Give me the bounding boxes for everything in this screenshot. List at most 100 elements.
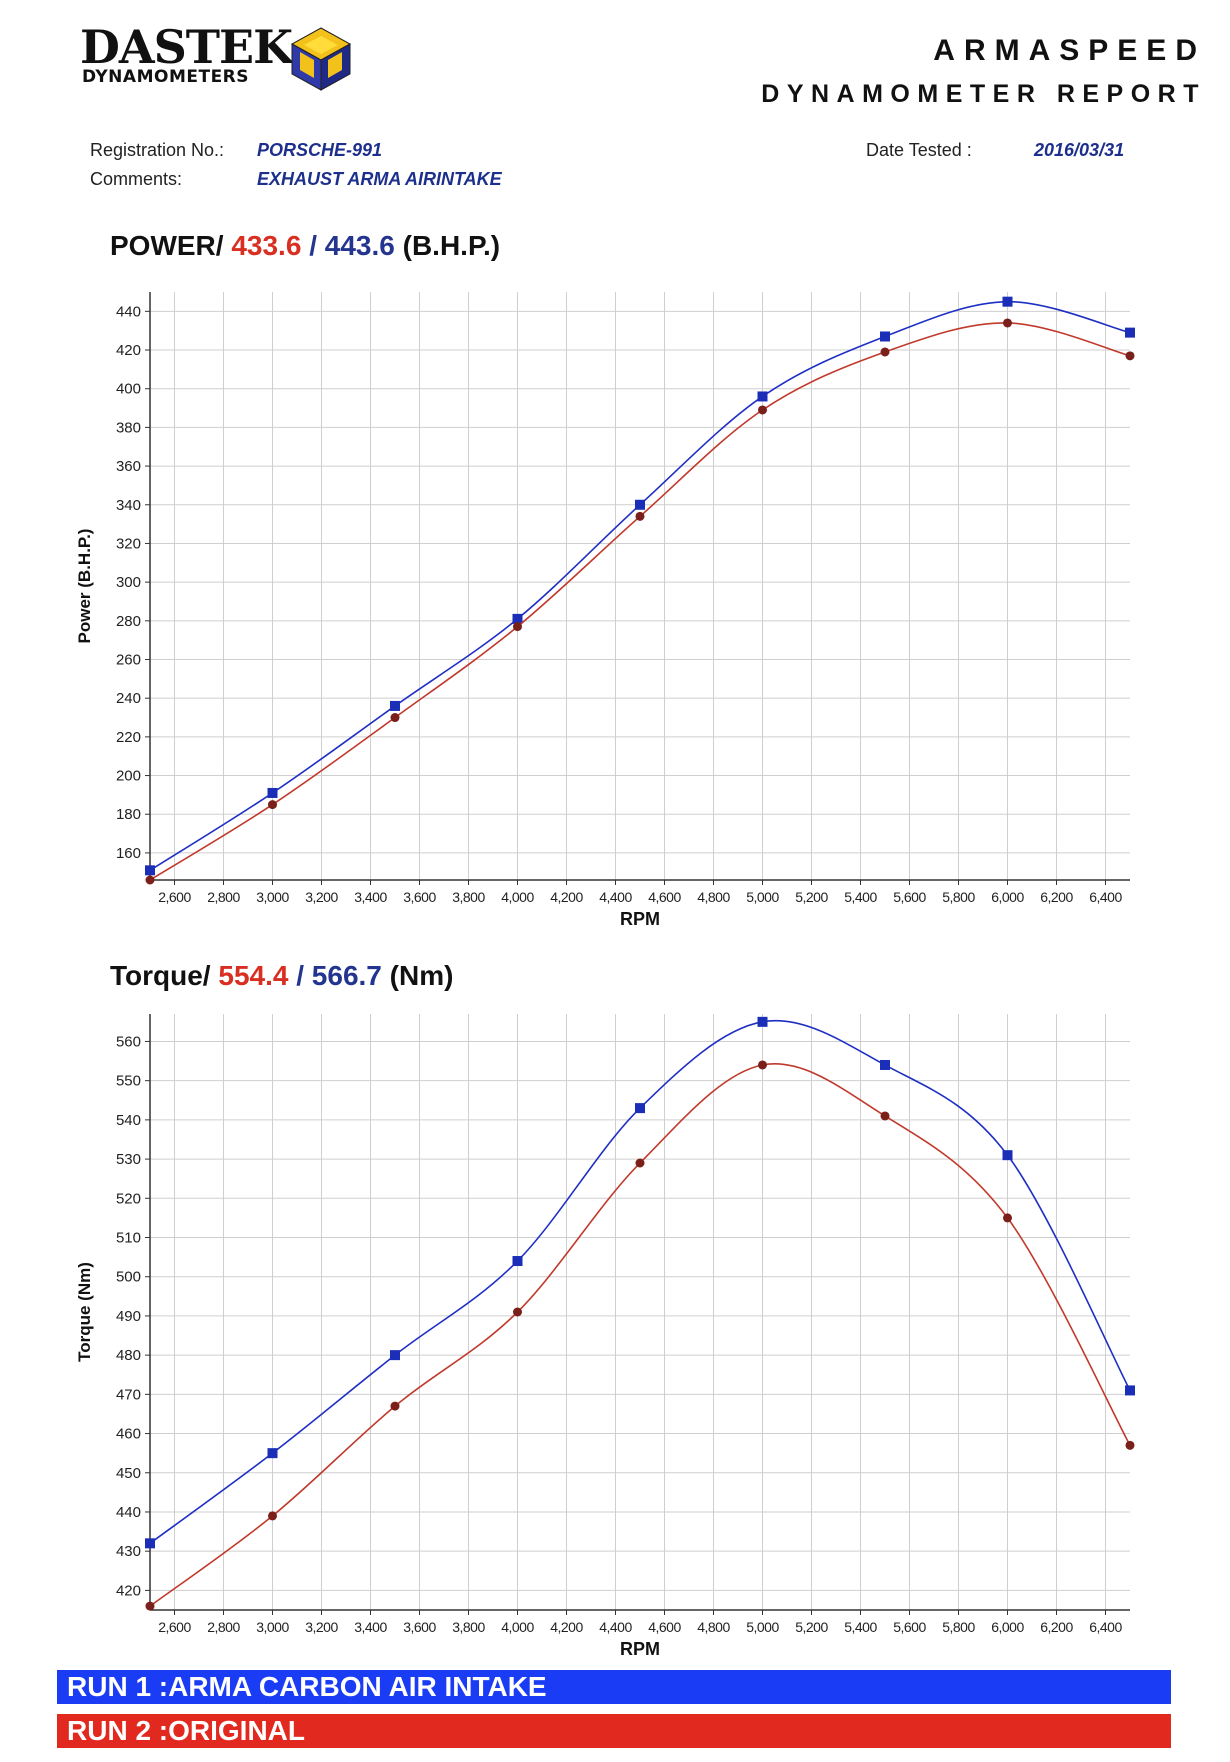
power-series-2-point (145, 875, 155, 885)
torque-series-1-point (635, 1103, 645, 1114)
power-y-tick-label: 400 (116, 381, 141, 398)
power-series-2-point (758, 405, 767, 415)
torque-x-tick-label: 5,400 (844, 1619, 877, 1635)
power-y-tick-label: 220 (116, 729, 141, 746)
torque-series-2-point (1003, 1213, 1012, 1223)
logo-wordmark: DASTEK (80, 20, 293, 74)
power-x-tick-label: 3,600 (403, 889, 436, 905)
power-series-2-point (1125, 351, 1135, 361)
date-tested-label: Date Tested : (866, 140, 972, 160)
power-y-axis-label: Power (B.H.P.) (75, 529, 94, 644)
torque-title-separator: / (288, 960, 312, 991)
torque-x-tick-label: 3,400 (354, 1619, 387, 1635)
power-x-tick-label: 3,200 (305, 889, 338, 905)
torque-series-2-point (390, 1401, 400, 1411)
power-y-tick-label: 280 (116, 613, 141, 630)
power-series-2-point (1003, 318, 1012, 328)
torque-y-tick-label: 520 (116, 1190, 141, 1207)
torque-x-tick-label: 4,600 (648, 1619, 681, 1635)
power-x-tick-label: 6,000 (991, 889, 1024, 905)
torque-series-2-point (268, 1511, 277, 1521)
torque-run1-peak: 566.7 (311, 960, 382, 991)
power-x-tick-label: 5,200 (795, 889, 828, 905)
power-series-2-point (635, 511, 645, 521)
torque-x-tick-label: 5,600 (893, 1619, 926, 1635)
torque-y-tick-label: 560 (116, 1033, 141, 1050)
power-y-tick-label: 200 (116, 768, 141, 785)
torque-x-tick-label: 2,800 (207, 1619, 240, 1635)
power-y-tick-label: 260 (116, 652, 141, 669)
power-series-2-point (880, 347, 890, 357)
power-title-separator: / (301, 230, 325, 261)
torque-y-tick-label: 450 (116, 1465, 141, 1482)
power-title-prefix: POWER/ (110, 230, 232, 261)
power-y-tick-label: 440 (116, 303, 141, 320)
torque-series-2-point (880, 1111, 890, 1121)
dastek-cube-icon (290, 27, 352, 91)
power-x-tick-label: 2,600 (158, 889, 191, 905)
torque-series-1-point (757, 1016, 768, 1027)
torque-x-axis-label: RPM (620, 1639, 660, 1659)
torque-x-tick-label: 6,000 (991, 1619, 1024, 1635)
dastek-logo: DASTEK DYNAMOMETERS (80, 22, 360, 100)
torque-series-1-point (267, 1448, 278, 1459)
power-x-tick-label: 3,000 (256, 889, 289, 905)
power-series-1-point (1125, 327, 1135, 338)
torque-x-tick-label: 4,000 (501, 1619, 534, 1635)
power-x-tick-label: 4,200 (550, 889, 583, 905)
date-tested-value: 2016/03/31 (1034, 140, 1125, 160)
power-series-1-point (1002, 296, 1013, 307)
torque-y-tick-label: 430 (116, 1543, 141, 1560)
torque-series-1-point (1125, 1385, 1135, 1396)
torque-x-tick-label: 6,200 (1040, 1619, 1073, 1635)
power-y-tick-label: 360 (116, 458, 141, 475)
torque-x-tick-label: 4,400 (599, 1619, 632, 1635)
torque-x-tick-label: 3,600 (403, 1619, 436, 1635)
torque-x-tick-label: 4,200 (550, 1619, 583, 1635)
torque-y-tick-label: 420 (116, 1582, 141, 1599)
power-x-tick-label: 4,400 (599, 889, 632, 905)
power-series-2-point (268, 800, 277, 810)
power-y-tick-label: 320 (116, 535, 141, 552)
power-x-tick-label: 2,800 (207, 889, 240, 905)
torque-x-tick-label: 5,200 (795, 1619, 828, 1635)
power-x-tick-label: 4,000 (501, 889, 534, 905)
power-x-tick-label: 5,000 (746, 889, 779, 905)
power-y-tick-label: 340 (116, 497, 141, 514)
logo-subtitle: DYNAMOMETERS (82, 67, 250, 87)
torque-series-1-point (512, 1256, 523, 1267)
power-x-tick-label: 5,600 (893, 889, 926, 905)
torque-x-tick-label: 5,000 (746, 1619, 779, 1635)
legend-run2: RUN 2 :ORIGINAL (57, 1714, 1171, 1748)
torque-series-2-point (513, 1307, 522, 1317)
torque-y-tick-label: 530 (116, 1151, 141, 1168)
power-y-tick-label: 380 (116, 419, 141, 436)
torque-title-prefix: Torque/ (110, 960, 219, 991)
torque-series-1-point (1002, 1150, 1013, 1161)
registration-label: Registration No.: (90, 140, 225, 160)
torque-y-tick-label: 470 (116, 1386, 141, 1403)
torque-x-tick-label: 2,600 (158, 1619, 191, 1635)
power-y-tick-label: 240 (116, 690, 141, 707)
torque-y-tick-label: 490 (116, 1308, 141, 1325)
torque-x-tick-label: 3,800 (452, 1619, 485, 1635)
torque-x-tick-label: 4,800 (697, 1619, 730, 1635)
torque-x-tick-label: 3,200 (305, 1619, 338, 1635)
torque-x-tick-label: 3,000 (256, 1619, 289, 1635)
torque-run2-peak: 554.4 (218, 960, 289, 991)
power-x-tick-label: 4,800 (697, 889, 730, 905)
report-company: ARMASPEED (933, 34, 1206, 67)
torque-series-2-point (635, 1158, 645, 1168)
power-x-tick-label: 3,400 (354, 889, 387, 905)
power-x-tick-label: 6,200 (1040, 889, 1073, 905)
comments-label: Comments: (90, 169, 183, 189)
power-series-1-point (267, 787, 278, 798)
torque-y-tick-label: 440 (116, 1504, 141, 1521)
power-series-1-point (145, 865, 155, 876)
torque-series-2-point (758, 1060, 767, 1070)
registration-value: PORSCHE-991 (257, 140, 383, 160)
power-chart-title: POWER/ 433.6 / 443.6 (B.H.P.) (110, 230, 500, 262)
power-chart: 2,600 2,800 3,000 3,200 3,400 3,600 3,800 4,000… (75, 292, 1135, 929)
power-series-1-point (512, 613, 523, 624)
torque-chart: 2,600 2,800 3,000 3,200 3,400 3,600 3,800 4,000… (75, 1014, 1135, 1659)
